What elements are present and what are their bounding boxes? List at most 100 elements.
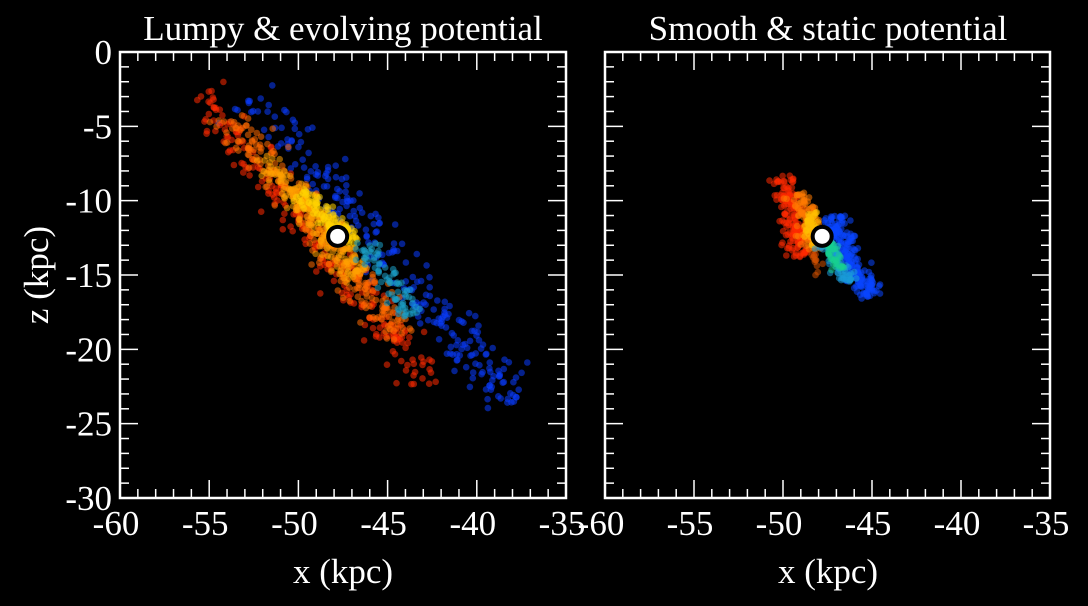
scatter-point [443, 314, 451, 322]
scatter-point [449, 351, 457, 358]
scatter-point [811, 252, 818, 260]
scatter-point [361, 255, 369, 262]
scatter-point [285, 143, 292, 151]
scatter-point [459, 341, 467, 349]
scatter-point [354, 293, 362, 301]
scatter-point [371, 279, 379, 287]
scatter-point [827, 216, 835, 224]
scatter-point [215, 117, 222, 124]
scatter-point [773, 196, 780, 203]
scatter-point [426, 292, 434, 300]
scatter-point [376, 334, 383, 341]
scatter-point [339, 215, 346, 222]
scatter-point [375, 247, 382, 255]
scatter-point [254, 108, 262, 115]
scatter-point [374, 284, 382, 292]
scatter-point [441, 309, 448, 316]
scatter-point [430, 306, 438, 313]
scatter-point [299, 156, 307, 163]
scatter-point [428, 358, 436, 365]
scatter-point [426, 284, 434, 291]
scatter-point [245, 164, 253, 171]
scatter-point [369, 324, 377, 332]
scatter-point [223, 129, 230, 136]
scatter-point [800, 250, 808, 257]
scatter-point [466, 337, 474, 345]
scatter-point [350, 197, 357, 204]
scatter-point [203, 130, 210, 137]
scatter-point [795, 212, 803, 220]
scatter-point [313, 203, 321, 210]
scatter-point [868, 259, 875, 267]
scatter-point [413, 250, 421, 258]
scatter-point [425, 380, 433, 388]
axes-frame [603, 50, 1052, 500]
scatter-point [473, 332, 480, 339]
scatter-point [368, 248, 375, 256]
scatter-point [316, 226, 323, 234]
scatter-point [370, 220, 378, 228]
x-tick-label: -45 [360, 504, 407, 543]
scatter-point [475, 322, 482, 330]
y-tick-label: -5 [83, 107, 112, 146]
scatter-point [312, 163, 319, 170]
scatter-point [420, 328, 428, 336]
scatter-point [306, 240, 314, 247]
scatter-point [453, 357, 461, 364]
scatter-point [834, 269, 842, 277]
scatter-point [394, 320, 402, 328]
scatter-point [223, 139, 231, 146]
scatter-point [316, 243, 324, 250]
scatter-point [271, 113, 279, 120]
scatter-point [837, 237, 845, 245]
scatter-point [354, 267, 362, 275]
scatter-point [410, 372, 417, 379]
scatter-point [781, 210, 789, 218]
scatter-point [851, 268, 858, 276]
y-tick-label: -10 [65, 182, 112, 221]
scatter-point [792, 252, 800, 259]
scatter-point [780, 195, 788, 202]
scatter-point [472, 360, 479, 368]
scatter-point [333, 263, 341, 270]
scatter-point [230, 161, 238, 169]
scatter-point [280, 193, 288, 201]
axis-ticks [118, 50, 568, 500]
scatter-point [253, 157, 261, 164]
scatter-point [336, 270, 343, 278]
x-tick-label: -35 [539, 504, 586, 543]
y-tick-label: -15 [65, 256, 112, 295]
scatter-point [308, 261, 315, 268]
scatter-point [408, 380, 415, 388]
scatter-point [426, 274, 433, 281]
scatter-point [833, 245, 841, 253]
scatter-point [419, 375, 426, 382]
scatter-point [257, 208, 265, 215]
scatter-point [407, 286, 414, 294]
scatter-point [766, 177, 773, 184]
scatter-point [265, 176, 273, 184]
scatter-point [416, 320, 424, 327]
scatter-point [390, 336, 398, 343]
scatter-point [363, 233, 370, 240]
scatter-point [269, 82, 276, 89]
scatter-point [838, 263, 846, 271]
scatter-point [272, 188, 280, 196]
scatter-point [793, 222, 801, 230]
scatter-point [352, 234, 360, 242]
scatter-point [399, 324, 406, 332]
scatter-point [323, 170, 330, 177]
scatter-point [303, 175, 311, 183]
progenitor-marker [810, 224, 834, 248]
scatter-point [253, 129, 261, 137]
scatter-point [342, 174, 350, 181]
scatter-point [264, 108, 271, 115]
scatter-point [819, 260, 826, 268]
scatter-point [484, 404, 492, 412]
scatter-point [254, 183, 262, 191]
scatter-point [346, 212, 354, 220]
scatter-point [283, 171, 291, 179]
x-tick-labels: -60 -55 -50 -45 -40 -35 [93, 504, 586, 543]
x-tick-label: -40 [934, 504, 981, 543]
scatter-point [279, 226, 287, 233]
